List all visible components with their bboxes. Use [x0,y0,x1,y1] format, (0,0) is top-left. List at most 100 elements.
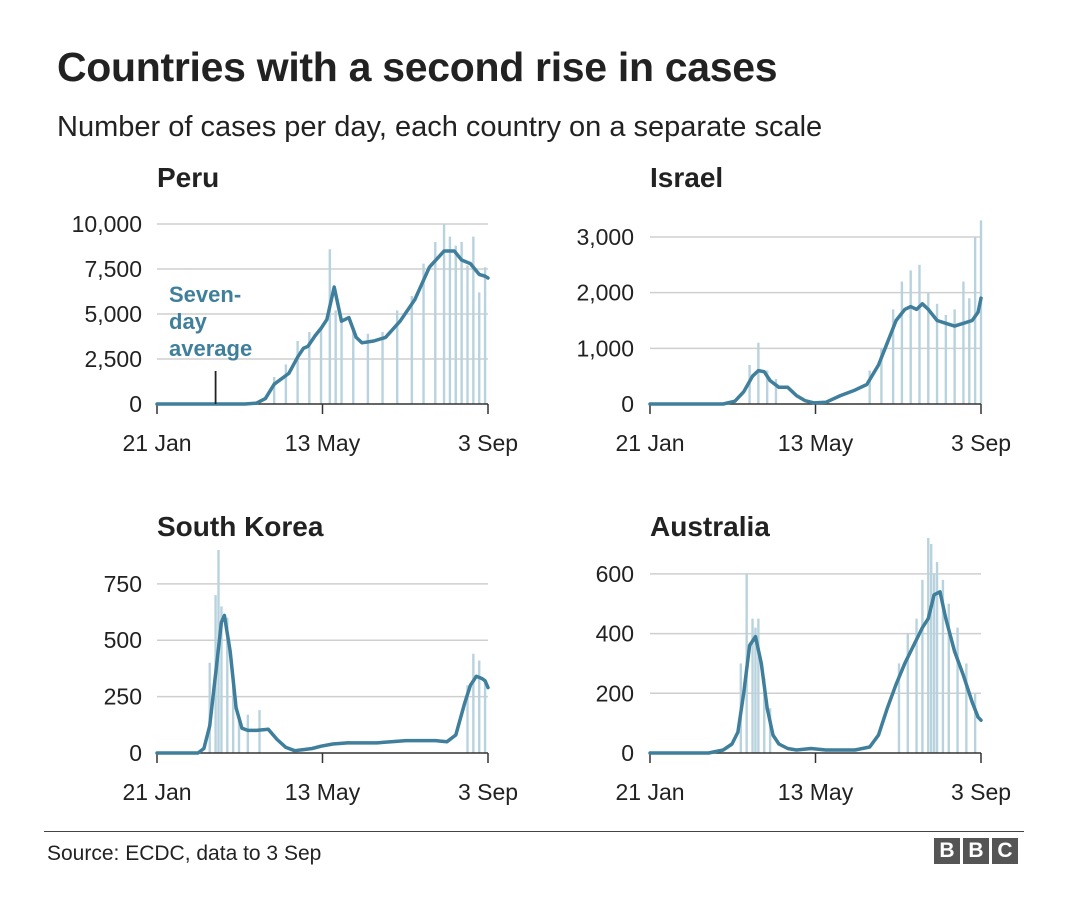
y-tick-label: 7,500 [84,256,142,282]
annotation-label: average [169,336,252,361]
daily-bar [927,538,930,753]
daily-bar [932,573,936,753]
daily-bar [953,309,956,404]
x-tick-label: 13 May [285,779,361,805]
daily-bar [880,348,883,404]
daily-bar [328,249,332,404]
y-tick-label: 3,000 [576,224,634,250]
footer-divider [44,831,1024,832]
daily-bar [757,342,760,404]
daily-bar [968,298,971,404]
y-tick-label: 2,000 [576,280,634,306]
bbc-logo-letter: B [934,838,960,864]
daily-bar [941,579,945,753]
daily-bar [868,370,871,404]
daily-bar [448,236,452,404]
daily-bar [237,719,241,753]
y-tick-label: 600 [596,561,634,587]
seven-day-average-line [648,296,983,406]
daily-bar [965,663,968,753]
seven-day-average-line [155,613,490,755]
daily-bar [891,309,895,404]
daily-bar [909,270,912,404]
x-tick-label: 13 May [778,779,854,805]
daily-bar [422,263,425,404]
y-tick-label: 0 [621,391,634,417]
daily-bar [897,663,901,753]
y-tick-label: 250 [104,684,142,710]
daily-bar [334,310,337,404]
daily-bar [915,618,918,753]
x-tick-label: 3 Sep [951,430,1011,456]
y-tick-label: 0 [129,391,142,417]
daily-bar [395,310,399,404]
y-tick-label: 1,000 [576,335,634,361]
x-tick-label: 3 Sep [458,779,518,805]
y-tick-label: 0 [621,740,634,766]
daily-bar [410,296,414,404]
x-tick-label: 21 Jan [122,430,191,456]
daily-bar [466,265,469,404]
daily-bar [757,618,760,753]
annotation-label: Seven- [169,282,241,307]
charts-area: Peru 0 2,500 5,000 7,500 10,000 21 Jan 13 May 3 … [72,162,1011,805]
daily-bar [483,680,487,753]
daily-bar [754,627,757,753]
y-tick-label: 5,000 [84,301,142,327]
daily-bar [272,377,276,404]
daily-bar [774,378,778,404]
daily-bar [956,627,959,753]
daily-bar [220,606,223,753]
panel-title: Israel [650,162,723,193]
x-tick-label: 21 Jan [615,430,684,456]
seven-day-average-line [648,590,983,755]
daily-bar [352,330,355,404]
daily-bar [768,708,772,753]
daily-bar [930,544,933,753]
daily-bar [947,603,950,753]
daily-bar [284,364,288,404]
x-tick-label: 13 May [285,430,361,456]
source-note: Source: ECDC, data to 3 Sep [47,842,322,865]
x-tick-label: 3 Sep [951,779,1011,805]
page-title: Countries with a second rise in cases [57,44,778,90]
daily-bar [340,317,343,404]
daily-bar [900,281,904,404]
y-tick-label: 200 [596,680,634,706]
daily-bar [478,660,481,753]
daily-bar [962,281,965,404]
daily-bar [763,678,766,753]
daily-bar [434,242,437,404]
daily-bar [226,617,229,753]
daily-bar [246,714,250,753]
daily-bar [979,220,983,404]
bbc-logo: B B C [934,838,1018,864]
daily-bar [935,303,939,404]
daily-bar [751,618,754,753]
daily-bar [366,333,370,404]
panel-title: Peru [157,162,219,193]
daily-bar [935,561,939,753]
panel-title: Australia [650,511,770,542]
daily-bar [208,662,211,753]
bbc-logo-letter: B [963,838,989,864]
y-tick-label: 10,000 [72,211,142,237]
daily-bar [296,341,299,404]
daily-bar [460,242,463,404]
x-tick-label: 21 Jan [615,779,684,805]
bbc-logo-letter: C [992,838,1018,864]
daily-bar [472,653,475,753]
daily-bar [918,264,921,404]
y-tick-label: 2,500 [84,346,142,372]
y-tick-label: 750 [104,571,142,597]
daily-bar [308,332,311,404]
daily-bar [319,326,323,404]
x-tick-label: 13 May [778,430,854,456]
y-tick-label: 0 [129,740,142,766]
seven-day-average-line [155,249,490,406]
daily-bar [483,267,487,404]
daily-bar [472,236,475,404]
x-tick-label: 3 Sep [458,430,518,456]
daily-bar [944,314,948,404]
daily-bar [906,633,909,753]
